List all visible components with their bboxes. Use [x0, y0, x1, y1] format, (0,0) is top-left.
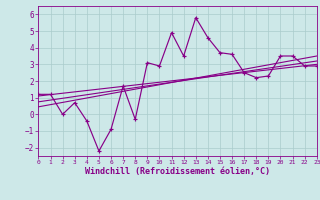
X-axis label: Windchill (Refroidissement éolien,°C): Windchill (Refroidissement éolien,°C)	[85, 167, 270, 176]
